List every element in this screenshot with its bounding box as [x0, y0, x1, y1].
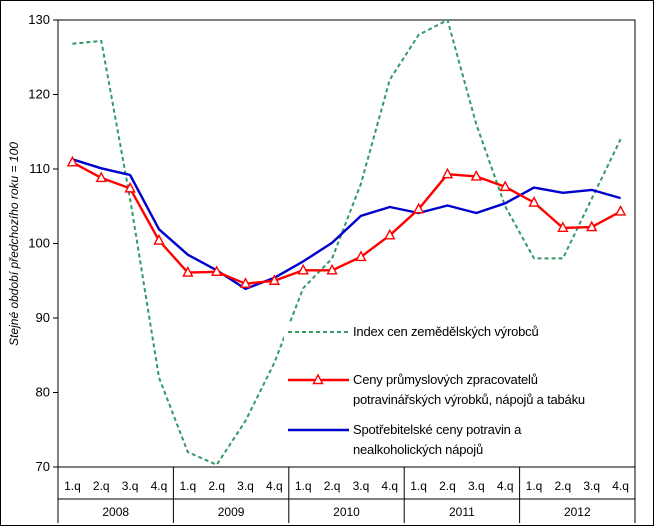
x-tick-label: 3.q: [468, 479, 485, 493]
legend-label: potravinářských výrobků, nápojů a tabáku: [353, 392, 585, 407]
year-label: 2008: [102, 505, 129, 519]
x-tick-label: 3.q: [583, 479, 600, 493]
legend-label: Ceny průmyslových zpracovatelů: [353, 372, 538, 387]
y-axis-label: Stejné období předchozího roku = 100: [7, 142, 21, 346]
x-tick-label: 3.q: [353, 479, 370, 493]
x-tick-label: 2.q: [555, 479, 572, 493]
x-tick-label: 3.q: [237, 479, 254, 493]
x-tick-label: 2.q: [324, 479, 341, 493]
x-tick-label: 3.q: [122, 479, 139, 493]
y-tick-label: 110: [29, 161, 50, 176]
y-tick-label: 120: [28, 87, 50, 102]
y-tick-label: 70: [36, 459, 50, 474]
y-tick-label: 90: [36, 310, 50, 325]
x-tick-label: 4.q: [151, 479, 168, 493]
x-tick-label: 1.q: [295, 479, 312, 493]
x-tick-label: 2.q: [208, 479, 225, 493]
x-tick-label: 1.q: [64, 479, 81, 493]
y-tick-label: 100: [28, 236, 50, 251]
year-label: 2012: [564, 505, 591, 519]
x-tick-label: 1.q: [179, 479, 196, 493]
x-tick-label: 4.q: [612, 479, 629, 493]
legend-label: Spotřebitelské ceny potravin a: [353, 422, 522, 437]
x-tick-label: 2.q: [93, 479, 110, 493]
x-tick-label: 2.q: [439, 479, 456, 493]
legend: Index cen zemědělských výrobců Ceny průmy…: [284, 322, 622, 460]
legend-label: Index cen zemědělských výrobců: [353, 324, 538, 339]
x-tick-label: 4.q: [497, 479, 514, 493]
y-tick-label: 80: [36, 385, 50, 400]
x-tick-label: 4.q: [266, 479, 283, 493]
year-label: 2010: [333, 505, 360, 519]
series-point: [616, 206, 625, 215]
year-label: 2009: [218, 505, 245, 519]
x-tick-label: 1.q: [410, 479, 427, 493]
legend-label: nealkoholických nápojů: [353, 442, 483, 457]
x-tick-label: 1.q: [526, 479, 543, 493]
x-tick-label: 4.q: [381, 479, 398, 493]
y-tick-label: 130: [28, 12, 50, 27]
year-label: 2011: [449, 505, 475, 519]
series-line: [72, 159, 620, 289]
